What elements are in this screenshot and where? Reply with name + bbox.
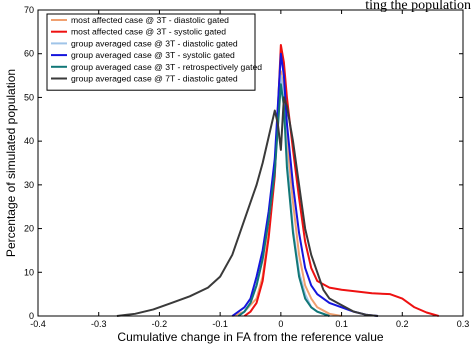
plot-frame bbox=[37, 9, 464, 317]
series-line-5 bbox=[237, 83, 330, 317]
legend-entry: group averaged case @ 7T - diastolic gat… bbox=[71, 74, 238, 84]
y-tick-label: 20 bbox=[24, 224, 34, 234]
legend-entry: most affected case @ 3T - systolic gated bbox=[71, 27, 226, 37]
plot-area bbox=[116, 43, 439, 317]
x-tick-label: 0.3 bbox=[457, 319, 470, 329]
y-tick-label: 40 bbox=[24, 136, 34, 146]
x-tick-label: 0 bbox=[278, 319, 283, 329]
chart-title-partial: ting the population bbox=[365, 0, 471, 13]
x-tick-label: 0.2 bbox=[396, 319, 409, 329]
x-tick-label: -0.4 bbox=[30, 319, 46, 329]
legend-entry: group averaged case @ 3T - systolic gate… bbox=[71, 50, 235, 60]
x-tick-label: -0.2 bbox=[152, 319, 168, 329]
legend-entry: group averaged case @ 3T - retrospective… bbox=[71, 62, 262, 72]
y-tick-label: 10 bbox=[24, 267, 34, 277]
y-axis: 0 10 20 30 40 50 60 70 bbox=[24, 5, 463, 321]
y-tick-label: 30 bbox=[24, 180, 34, 190]
y-tick-label: 70 bbox=[24, 5, 34, 15]
x-axis-label: Cumulative change in FA from the referen… bbox=[117, 330, 383, 344]
series-line-2 bbox=[243, 43, 439, 317]
x-tick-label: -0.1 bbox=[212, 319, 228, 329]
legend: most affected case @ 3T - diastolic gate… bbox=[46, 13, 262, 91]
series-line-6 bbox=[116, 96, 379, 317]
y-tick-label: 0 bbox=[29, 311, 34, 321]
legend-box bbox=[46, 13, 256, 91]
legend-entry: most affected case @ 3T - diastolic gate… bbox=[71, 15, 229, 25]
y-axis-label: Percentage of simulated population bbox=[4, 69, 18, 257]
y-tick-label: 60 bbox=[24, 49, 34, 59]
y-tick-label: 50 bbox=[24, 92, 34, 102]
x-tick-label: 0.1 bbox=[335, 319, 348, 329]
x-tick-label: -0.3 bbox=[91, 319, 107, 329]
legend-entry: group averaged case @ 3T - diastolic gat… bbox=[71, 38, 238, 48]
series-line-4 bbox=[231, 52, 379, 317]
x-axis: -0.4 -0.3 -0.2 -0.1 0 0.1 0.2 0.3 bbox=[30, 10, 469, 329]
